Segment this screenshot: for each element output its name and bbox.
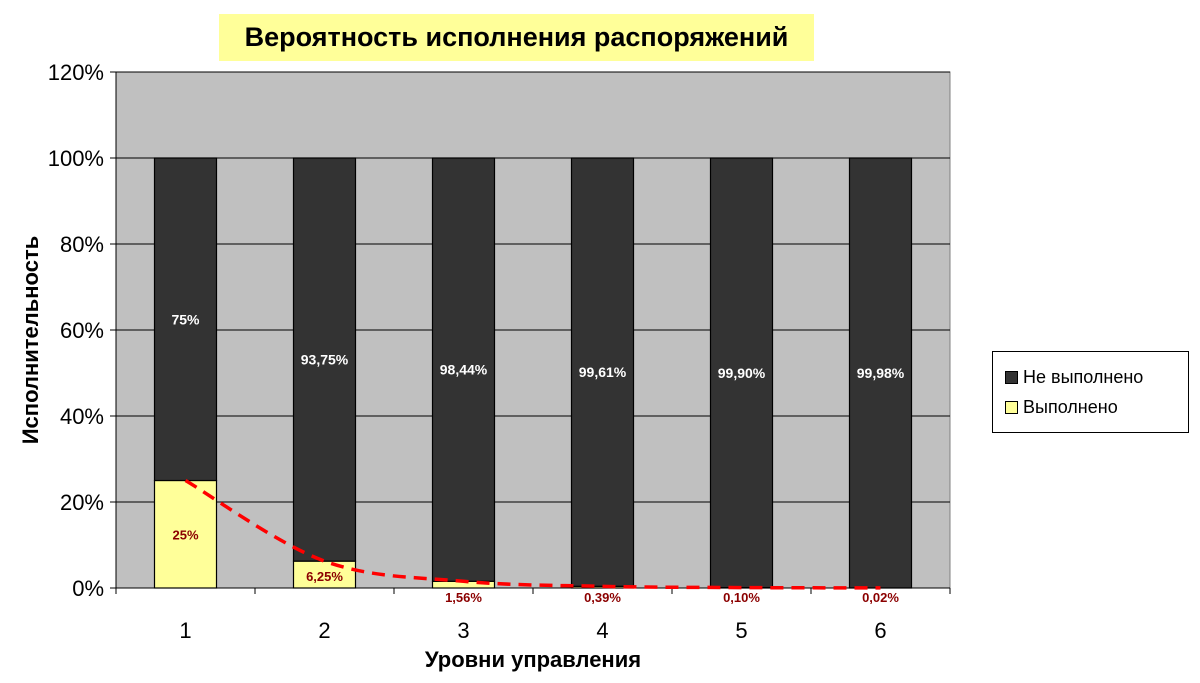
data-label-done: 1,56%	[445, 590, 482, 605]
y-tick-label: 20%	[60, 490, 104, 515]
trendline	[184, 478, 881, 590]
x-axis-title: Уровни управления	[425, 647, 641, 672]
x-tick-label: 2	[318, 618, 330, 643]
y-tick-label: 80%	[60, 232, 104, 257]
data-label-done: 0,10%	[723, 590, 760, 605]
data-label-not-done: 93,75%	[301, 352, 349, 368]
bar-not-done	[570, 157, 635, 587]
x-tick-label: 6	[874, 618, 886, 643]
bar-not-done	[431, 157, 496, 582]
x-tick-label: 3	[457, 618, 469, 643]
legend-label-not-done: Не выполнено	[1023, 366, 1144, 387]
data-label-done: 0,02%	[862, 590, 899, 605]
legend-item-done: Выполнено	[1005, 392, 1188, 422]
legend-swatch-not-done	[1005, 370, 1018, 384]
legend: Не выполнено Выполнено	[992, 351, 1189, 433]
legend-item-not-done: Не выполнено	[1005, 362, 1188, 392]
data-label-done: 0,39%	[584, 590, 621, 605]
data-label-not-done: 75%	[171, 311, 200, 327]
chart-title: Вероятность исполнения распоряжений	[244, 22, 789, 52]
y-tick-label: 40%	[60, 404, 104, 429]
chart-title-box: Вероятность исполнения распоряжений	[219, 14, 814, 61]
y-tick-label: 100%	[48, 146, 104, 171]
data-label-not-done: 98,44%	[440, 362, 488, 378]
data-label-not-done: 99,61%	[579, 364, 627, 380]
bar-not-done	[292, 157, 357, 562]
y-tick-label: 60%	[60, 318, 104, 343]
data-label-done: 25%	[172, 527, 198, 542]
data-label-not-done: 99,98%	[857, 365, 905, 381]
x-tick-label: 1	[179, 618, 191, 643]
data-label-done: 6,25%	[306, 569, 343, 584]
y-axis-title: Исполнительность	[18, 236, 43, 445]
y-tick-label: 0%	[72, 576, 104, 601]
x-tick-label: 4	[596, 618, 608, 643]
bar-not-done	[848, 157, 913, 589]
legend-label-done: Выполнено	[1023, 396, 1118, 417]
bar-done	[153, 479, 218, 589]
data-label-not-done: 99,90%	[718, 365, 766, 381]
x-tick-label: 5	[735, 618, 747, 643]
legend-swatch-done	[1005, 400, 1018, 414]
bar-not-done	[709, 157, 774, 589]
y-tick-label: 120%	[48, 60, 104, 85]
